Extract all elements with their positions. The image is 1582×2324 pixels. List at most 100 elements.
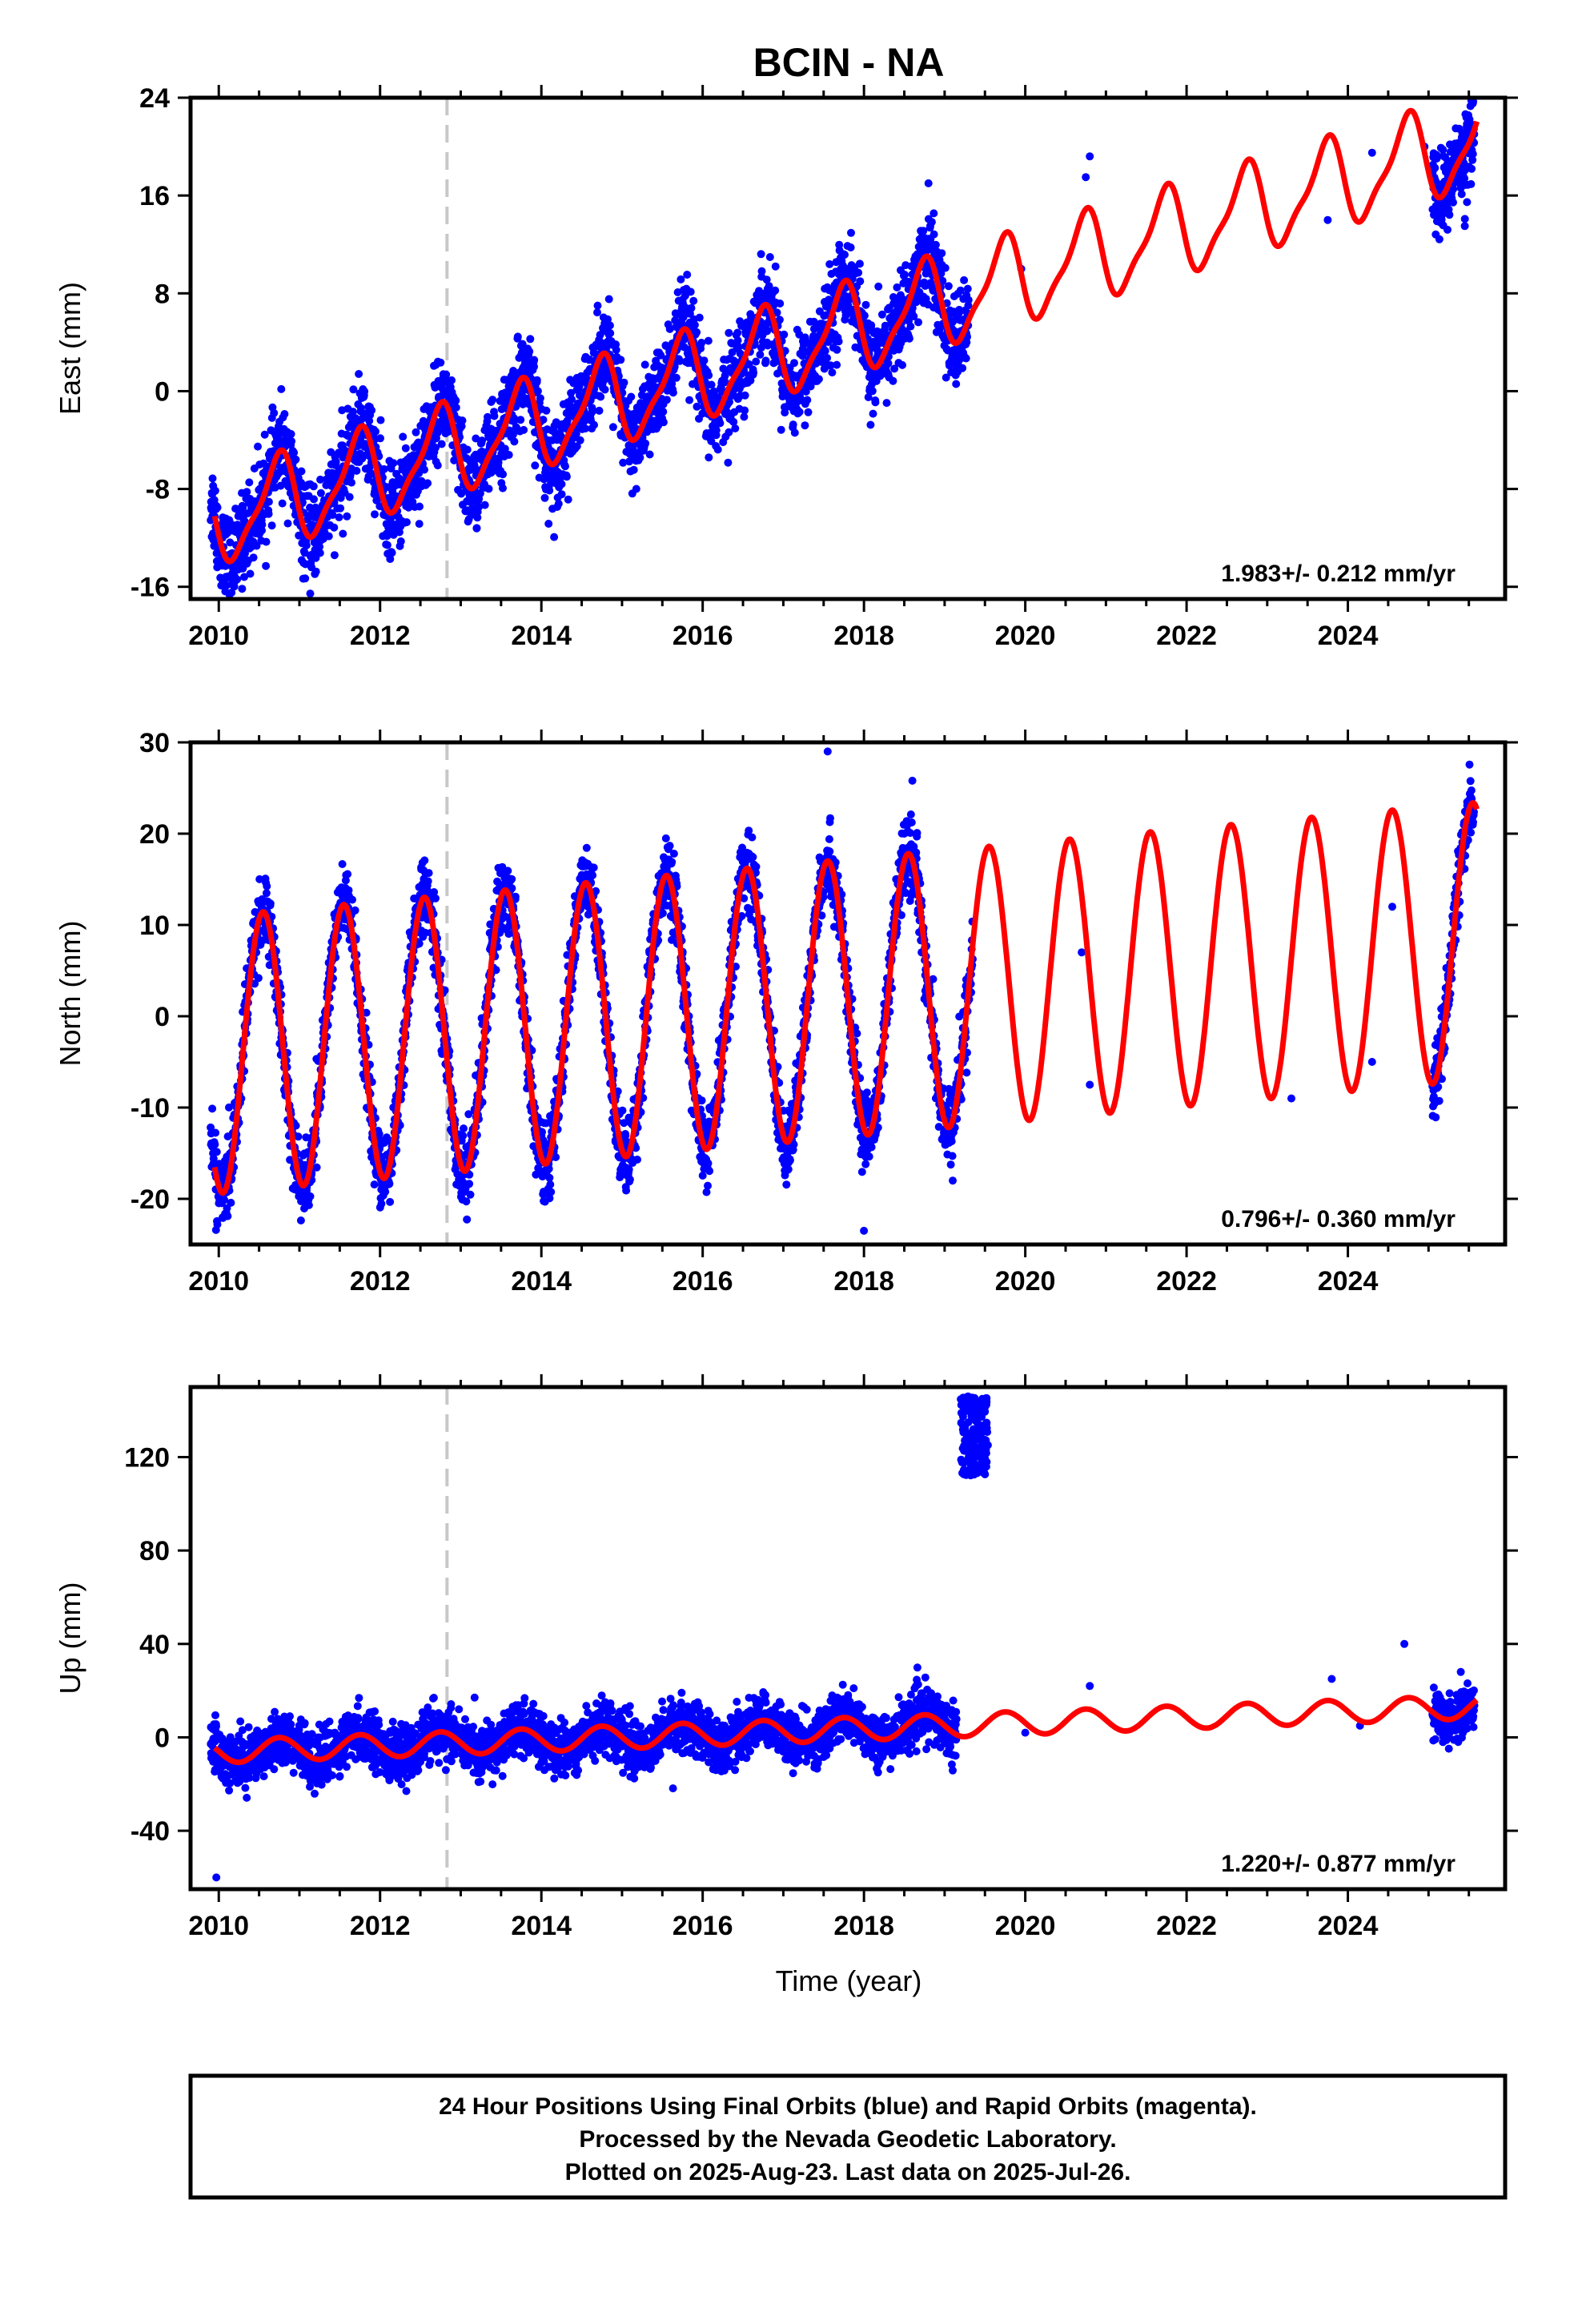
east-data-point xyxy=(771,262,780,271)
east-data-point xyxy=(536,394,544,403)
east-data-point xyxy=(316,489,325,497)
east-data-point xyxy=(683,271,692,279)
east-data-point xyxy=(562,472,571,481)
east-data-point xyxy=(659,408,668,416)
east-data-point xyxy=(525,347,534,356)
east-data-point xyxy=(616,356,625,364)
east-data-point xyxy=(258,526,266,535)
east-y-tick-label: -8 xyxy=(146,475,170,505)
east-data-point xyxy=(540,493,549,502)
east-data-point xyxy=(1468,150,1477,159)
east-y-tick-label: 16 xyxy=(139,181,170,211)
east-data-point xyxy=(557,480,566,489)
north-data-point xyxy=(415,939,424,948)
east-data-point xyxy=(908,304,917,312)
east-x-tick-label: 2022 xyxy=(1156,621,1217,651)
east-data-point xyxy=(789,420,797,429)
east-data-point xyxy=(672,373,681,382)
north-data-point xyxy=(227,1198,235,1207)
north-data-point xyxy=(351,906,359,915)
north-plot-area xyxy=(207,742,1480,1244)
east-data-point xyxy=(1449,198,1457,207)
east-data-point xyxy=(300,549,309,557)
east-data-point xyxy=(516,416,525,424)
east-data-point xyxy=(777,425,785,434)
east-data-point xyxy=(930,230,938,239)
east-data-point xyxy=(309,482,318,491)
east-y-tick-label: -16 xyxy=(130,573,170,603)
east-data-point xyxy=(937,269,946,278)
north-data-point xyxy=(312,1163,321,1172)
east-data-point xyxy=(399,432,408,441)
east-data-point xyxy=(938,249,946,258)
east-data-point xyxy=(600,385,609,394)
east-data-point xyxy=(729,417,738,426)
east-data-point xyxy=(588,406,597,415)
east-data-point xyxy=(684,345,693,354)
east-data-point xyxy=(280,410,289,418)
east-rate-label: 1.983+/- 0.212 mm/yr xyxy=(1221,561,1456,587)
east-data-point xyxy=(347,478,355,487)
east-data-point xyxy=(239,503,247,512)
east-outlier-point xyxy=(1367,148,1376,157)
east-data-point xyxy=(773,308,781,317)
east-data-point xyxy=(416,502,424,511)
east-data-point xyxy=(227,589,236,597)
east-data-point xyxy=(526,335,535,344)
east-x-ticks xyxy=(217,85,1471,612)
east-data-point xyxy=(278,499,287,508)
east-data-point xyxy=(472,434,480,443)
north-data-point xyxy=(225,1103,233,1112)
east-data-point xyxy=(725,397,733,406)
east-data-point xyxy=(749,368,758,377)
east-data-point xyxy=(884,359,893,368)
east-data-point xyxy=(557,490,566,499)
east-data-point xyxy=(287,437,296,445)
east-data-point xyxy=(510,414,518,423)
east-data-point xyxy=(504,451,513,459)
east-data-point xyxy=(962,354,970,363)
east-data-point xyxy=(795,408,804,416)
north-data-point xyxy=(255,875,264,883)
east-data-point xyxy=(561,462,569,471)
east-data-point xyxy=(775,316,784,324)
east-data-point xyxy=(415,520,424,529)
east-data-point xyxy=(761,356,770,365)
east-data-point xyxy=(687,304,696,312)
east-data-point xyxy=(804,408,813,416)
east-data-point xyxy=(705,453,713,462)
east-data-point xyxy=(224,606,232,614)
north-data-point xyxy=(266,899,275,908)
east-data-point xyxy=(765,282,773,291)
east-data-point xyxy=(593,308,601,317)
east-data-point xyxy=(302,541,311,549)
north-data-point xyxy=(338,860,347,868)
east-data-point xyxy=(713,445,722,454)
east-data-point xyxy=(721,378,729,387)
east-data-point xyxy=(669,388,677,397)
east-data-point xyxy=(960,275,969,284)
east-data-point xyxy=(542,406,551,415)
east-data-point xyxy=(343,432,352,440)
north-data-point xyxy=(545,1194,554,1203)
east-data-point xyxy=(938,276,947,285)
east-data-point xyxy=(1445,211,1454,219)
east-data-point xyxy=(520,425,528,434)
north-data-point xyxy=(207,1123,215,1132)
east-data-point xyxy=(262,561,271,570)
east-data-point xyxy=(604,315,612,324)
east-data-point xyxy=(741,406,749,415)
north-data-point xyxy=(254,974,263,983)
east-data-point xyxy=(328,511,337,519)
north-data-point xyxy=(459,1132,468,1140)
north-data-point xyxy=(209,1154,218,1163)
east-data-point xyxy=(349,408,357,416)
east-data-point xyxy=(376,434,384,443)
north-data-point xyxy=(220,1196,229,1204)
north-data-point xyxy=(464,1110,473,1119)
east-data-point xyxy=(1439,146,1447,154)
east-data-point xyxy=(629,465,638,474)
east-data-point xyxy=(403,518,411,527)
east-data-point xyxy=(590,420,598,429)
east-data-point xyxy=(869,409,877,418)
